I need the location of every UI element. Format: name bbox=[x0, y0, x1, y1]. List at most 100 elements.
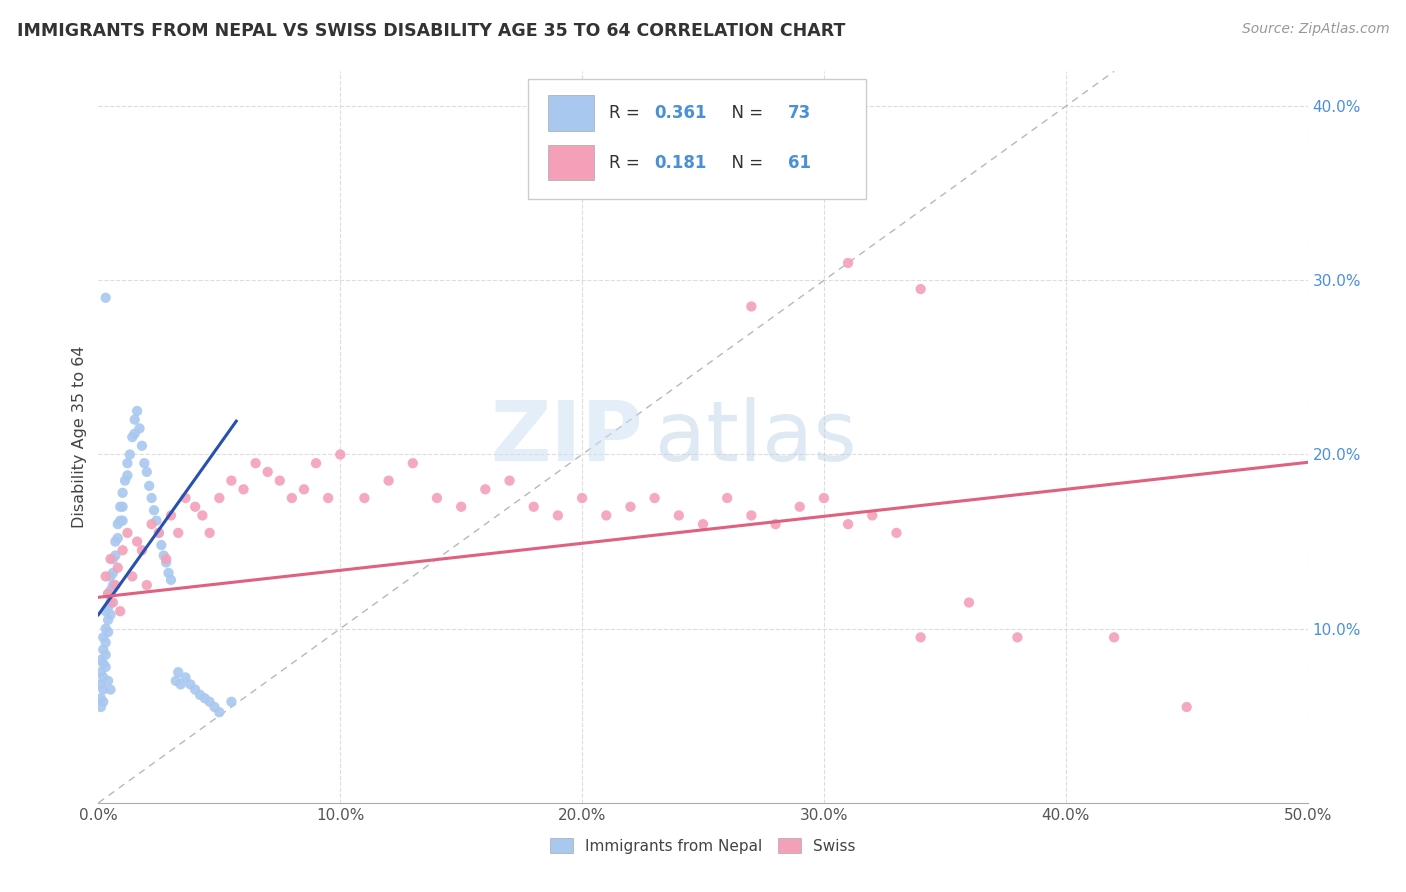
Point bbox=[167, 525, 190, 540]
Point bbox=[107, 560, 129, 574]
Point bbox=[128, 421, 150, 435]
Point bbox=[160, 508, 183, 523]
Text: 0.361: 0.361 bbox=[655, 104, 707, 122]
Text: N =: N = bbox=[721, 104, 769, 122]
Point bbox=[191, 508, 214, 523]
Point bbox=[107, 517, 129, 532]
Point bbox=[94, 648, 117, 662]
Point bbox=[188, 688, 211, 702]
Point bbox=[221, 695, 243, 709]
Text: R =: R = bbox=[609, 104, 645, 122]
Point bbox=[245, 456, 267, 470]
Point bbox=[100, 583, 122, 598]
Text: 0.181: 0.181 bbox=[655, 153, 707, 172]
Point bbox=[208, 491, 231, 505]
Point bbox=[692, 517, 714, 532]
Point bbox=[117, 468, 139, 483]
Point bbox=[143, 503, 166, 517]
Point bbox=[198, 525, 221, 540]
Point bbox=[789, 500, 811, 514]
Point bbox=[148, 525, 170, 540]
Text: 61: 61 bbox=[787, 153, 811, 172]
Point bbox=[179, 677, 201, 691]
Point bbox=[100, 682, 122, 697]
Point bbox=[111, 485, 134, 500]
Point bbox=[104, 578, 127, 592]
Point bbox=[740, 300, 762, 314]
Point bbox=[157, 566, 180, 580]
Point bbox=[135, 578, 157, 592]
Point bbox=[100, 569, 122, 583]
Point bbox=[837, 256, 859, 270]
Point bbox=[571, 491, 593, 505]
Point bbox=[101, 595, 124, 609]
Point bbox=[127, 534, 149, 549]
Point bbox=[910, 282, 932, 296]
Point bbox=[97, 625, 120, 640]
Point bbox=[94, 604, 117, 618]
Point bbox=[145, 514, 167, 528]
Text: ZIP: ZIP bbox=[491, 397, 643, 477]
Point bbox=[97, 587, 120, 601]
Point bbox=[221, 474, 243, 488]
Point bbox=[353, 491, 375, 505]
Point bbox=[97, 673, 120, 688]
Point bbox=[131, 439, 153, 453]
Point bbox=[124, 412, 146, 426]
FancyBboxPatch shape bbox=[548, 95, 595, 130]
Text: atlas: atlas bbox=[655, 397, 856, 477]
Point bbox=[104, 534, 127, 549]
Point bbox=[135, 465, 157, 479]
Point bbox=[124, 426, 146, 441]
Point bbox=[150, 538, 173, 552]
Point bbox=[91, 682, 114, 697]
Point bbox=[94, 569, 117, 583]
Point bbox=[316, 491, 339, 505]
Text: N =: N = bbox=[721, 153, 769, 172]
Point bbox=[117, 456, 139, 470]
Point bbox=[498, 474, 520, 488]
Point bbox=[101, 552, 124, 566]
Point bbox=[101, 566, 124, 580]
Point bbox=[292, 483, 315, 497]
Point bbox=[256, 465, 278, 479]
Point bbox=[118, 448, 141, 462]
Point bbox=[208, 705, 231, 719]
Point bbox=[474, 483, 496, 497]
Point bbox=[152, 549, 174, 563]
Point bbox=[1102, 631, 1125, 645]
Point bbox=[1175, 700, 1198, 714]
Y-axis label: Disability Age 35 to 64: Disability Age 35 to 64 bbox=[72, 346, 87, 528]
Point bbox=[148, 525, 170, 540]
Point bbox=[104, 549, 127, 563]
Point bbox=[668, 508, 690, 523]
Point bbox=[174, 491, 197, 505]
Point bbox=[117, 525, 139, 540]
Point bbox=[90, 677, 112, 691]
Point bbox=[91, 631, 114, 645]
Point bbox=[910, 631, 932, 645]
Point bbox=[281, 491, 304, 505]
Point bbox=[111, 514, 134, 528]
Point bbox=[619, 500, 641, 514]
Point bbox=[402, 456, 425, 470]
Point bbox=[184, 682, 207, 697]
Point bbox=[91, 670, 114, 684]
Point bbox=[167, 665, 190, 680]
Point bbox=[90, 665, 112, 680]
Point bbox=[523, 500, 546, 514]
Point bbox=[138, 479, 160, 493]
Point bbox=[97, 613, 120, 627]
Point bbox=[111, 500, 134, 514]
Point bbox=[886, 525, 908, 540]
Point bbox=[194, 691, 217, 706]
Text: R =: R = bbox=[609, 153, 645, 172]
Point bbox=[160, 573, 183, 587]
Point bbox=[108, 604, 131, 618]
Point bbox=[108, 514, 131, 528]
Point bbox=[94, 660, 117, 674]
Point bbox=[1007, 631, 1029, 645]
Point bbox=[204, 700, 226, 714]
Point bbox=[184, 500, 207, 514]
Point bbox=[141, 491, 163, 505]
